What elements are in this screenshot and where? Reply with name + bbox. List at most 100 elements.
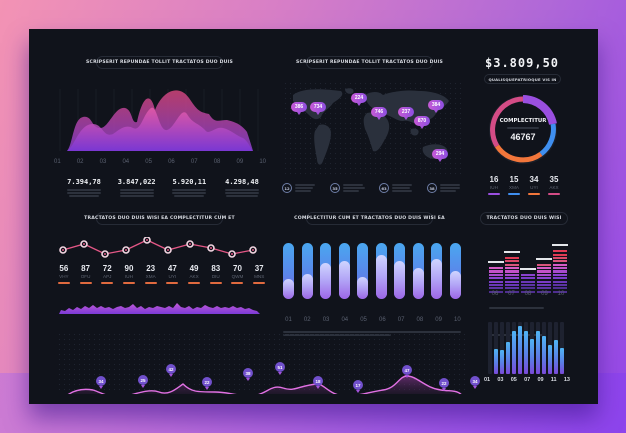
line-chart-title: TRACTATOS DUO DUIS WISI EA COMPLECTITUR … <box>84 212 235 225</box>
point-label: VHY <box>59 274 69 279</box>
x-tick: 03 <box>99 159 107 165</box>
pill-bar <box>283 243 294 299</box>
point-value: 72 <box>102 264 112 273</box>
point-underline <box>57 282 70 284</box>
line-point: 49 AKX <box>183 264 205 284</box>
legend-item: 34 UYI <box>524 175 544 195</box>
bar-chart-caption <box>489 334 544 336</box>
legend-swatch <box>528 193 540 195</box>
point-underline <box>122 282 135 284</box>
legend-label: XMA <box>509 185 519 190</box>
map-marker[interactable]: 870 <box>414 116 430 129</box>
area-chart-title: SCRIPSERIT REPUNDAE TOLLIT TRACTATOS DUO… <box>86 56 233 69</box>
line-point: 47 UYI <box>162 264 184 284</box>
legend-label: IUH <box>490 185 498 190</box>
legend-ring: 38 <box>427 183 437 193</box>
wave-marker[interactable]: 34 <box>96 376 106 389</box>
x-tick: 08 <box>213 159 221 165</box>
legend-swatch <box>508 193 520 195</box>
wave-marker[interactable]: 25 <box>138 375 148 388</box>
eq-column <box>520 267 536 294</box>
wave-marker[interactable]: 38 <box>243 368 253 381</box>
point-value: 87 <box>81 264 90 273</box>
stat-item: 7.394,78 <box>63 178 105 197</box>
legend-item: 35 AKX <box>544 175 564 195</box>
point-underline <box>231 282 244 284</box>
legend-value: 16 <box>489 175 499 184</box>
wave-marker[interactable]: 22 <box>202 377 212 390</box>
stat-value: 7.394,78 <box>67 178 101 186</box>
stat-item: 3.847,022 <box>116 178 158 197</box>
point-underline <box>79 282 92 284</box>
x-tick: 07 <box>190 159 198 165</box>
pill-bar-chart <box>283 243 468 301</box>
total-amount: $3.809,50 <box>485 56 560 70</box>
equalizer-x-axis: 06 07 08 09 10 <box>487 291 569 297</box>
x-tick: 06 <box>378 317 386 323</box>
point-label: UYI <box>168 274 177 279</box>
point-underline <box>253 282 266 284</box>
map-marker[interactable]: 386 <box>291 102 307 115</box>
x-tick: 08 <box>524 291 532 297</box>
x-tick: 05 <box>510 377 517 383</box>
map-marker[interactable]: 746 <box>371 107 387 120</box>
equalizer-title: TRACTATOS DUO DUIS WISI <box>480 212 568 225</box>
equalizer-chart <box>488 239 569 294</box>
x-tick: 03 <box>497 377 504 383</box>
spiky-band <box>57 299 262 314</box>
x-tick: 01 <box>484 377 491 383</box>
point-label: MNS <box>254 274 265 279</box>
x-tick: 02 <box>303 317 311 323</box>
point-label: QWM <box>231 274 244 279</box>
x-tick: 07 <box>524 377 531 383</box>
map-marker[interactable]: 384 <box>428 100 444 113</box>
point-value: 23 <box>146 264 156 273</box>
stat-value: 3.847,022 <box>117 178 156 186</box>
point-label: AKX <box>189 274 199 279</box>
point-value: 90 <box>124 264 134 273</box>
equalizer-caption <box>489 307 544 309</box>
eq-column <box>536 257 552 294</box>
x-tick: 13 <box>563 377 570 383</box>
legend-value: 34 <box>529 175 539 184</box>
point-label: XMA <box>145 274 156 279</box>
stat-item: 4.298,48 <box>221 178 263 197</box>
map-marker[interactable]: 294 <box>432 149 448 162</box>
wave-marker[interactable]: 47 <box>402 365 412 378</box>
x-tick: 09 <box>236 159 244 165</box>
pill-bar <box>338 243 350 299</box>
donut-label: COMPLECTITUR <box>499 118 547 124</box>
wave-marker[interactable]: 17 <box>353 380 363 393</box>
wave-marker[interactable]: 18 <box>313 376 323 389</box>
x-tick: 09 <box>537 377 544 383</box>
pill-bar <box>357 243 368 299</box>
pill-bar <box>449 243 461 299</box>
point-label: OFU <box>80 274 91 279</box>
point-underline <box>101 282 114 284</box>
pill-bar <box>412 243 424 299</box>
map-marker[interactable]: 237 <box>398 107 414 120</box>
point-label: APJ <box>103 274 112 279</box>
wave-marker[interactable]: 22 <box>439 378 449 391</box>
map-legend: 12 35 63 38 <box>282 183 472 197</box>
line-point: 70 QWM <box>227 264 249 284</box>
map-marker[interactable]: 224 <box>351 93 367 106</box>
map-marker[interactable]: 734 <box>310 102 326 115</box>
point-value: 70 <box>233 264 242 273</box>
stat-value: 4.298,48 <box>225 178 259 186</box>
x-tick: 04 <box>122 159 130 165</box>
point-value: 47 <box>167 264 177 273</box>
point-value: 37 <box>254 264 264 273</box>
legend-item: 15 XMA <box>504 175 524 195</box>
wave-marker[interactable]: 34 <box>470 376 480 389</box>
wave-marker[interactable]: 42 <box>166 364 176 377</box>
eq-column <box>488 261 504 294</box>
x-tick: 06 <box>168 159 175 165</box>
wave-marker[interactable]: 51 <box>275 362 285 375</box>
line-point: 87 OFU <box>75 264 97 284</box>
pill-chart-title: COMPLECTITUR CUM ET TRACTATOS DUO DUIS W… <box>294 212 445 225</box>
point-value: 56 <box>59 264 69 273</box>
donut-legend: 16 IUH 15 XMA 34 UYI 35 AKX <box>484 175 564 195</box>
donut-chart: COMPLECTITUR 46767 <box>487 94 559 166</box>
legend-swatch <box>488 193 500 195</box>
